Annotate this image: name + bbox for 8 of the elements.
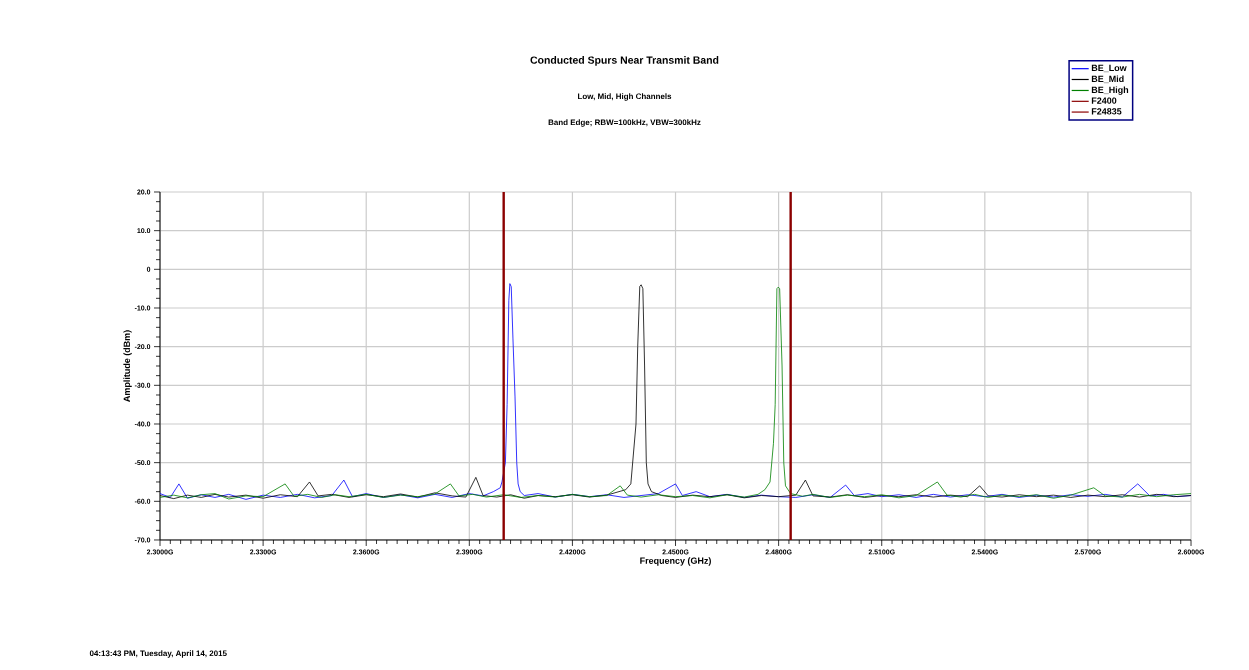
legend-label: BE_Low	[1091, 64, 1127, 73]
y-axis-title: Amplitude (dBm)	[123, 330, 132, 402]
chart-title: Conducted Spurs Near Transmit Band	[530, 56, 719, 66]
legend-label: BE_Mid	[1091, 75, 1124, 84]
legend-label: BE_High	[1091, 86, 1129, 95]
x-axis-title: Frequency (GHz)	[640, 557, 711, 566]
legend-label: F2400	[1091, 97, 1117, 104]
legend-label: F24835	[1091, 108, 1122, 115]
